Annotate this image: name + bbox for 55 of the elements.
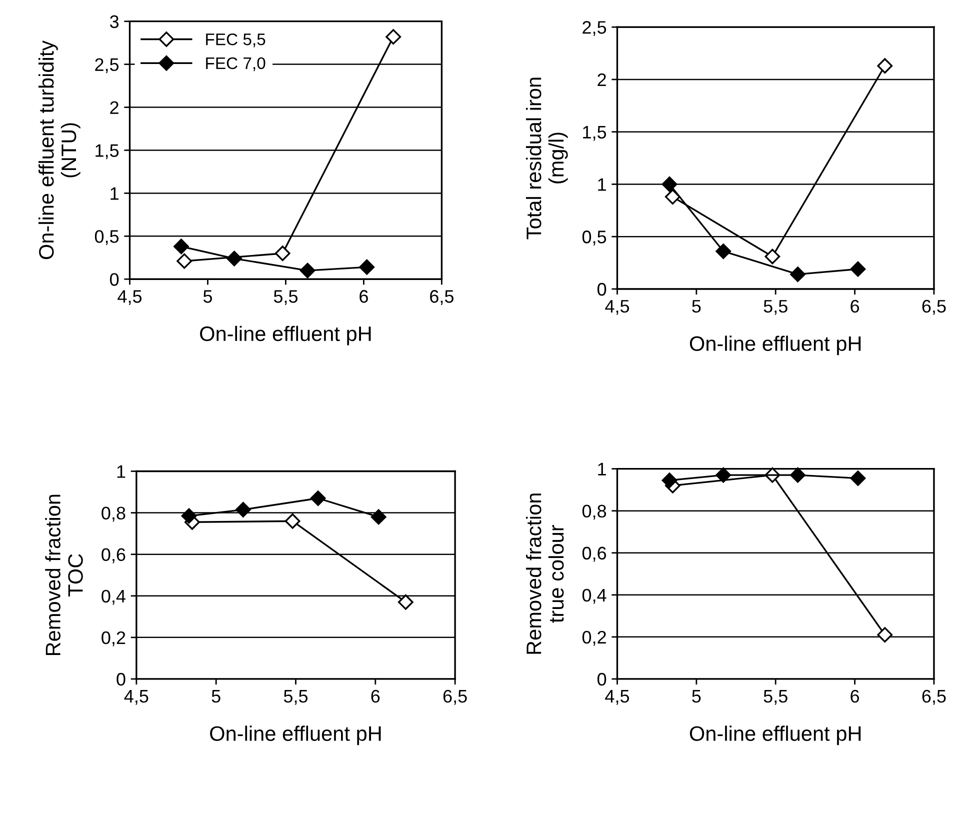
y-tick-label: 0,2	[582, 630, 606, 646]
x-tick-label: 6	[371, 690, 380, 703]
y-tick-label: 0,5	[94, 230, 119, 246]
y-tick-label: 1	[598, 462, 606, 476]
y-axis-title: Removed fraction TOC	[45, 494, 83, 656]
x-tick-label: 5	[692, 300, 701, 313]
y-tick-label: 0,8	[582, 504, 606, 520]
x-tick-label: 5,5	[284, 690, 308, 705]
y-tick-label: 3	[110, 15, 119, 28]
x-tick-label: 4,5	[118, 290, 142, 305]
y-tick-label: 0,6	[582, 546, 606, 562]
x-tick-label: 4,5	[605, 690, 630, 705]
y-tick-label: 0,5	[582, 230, 606, 246]
legend-label: FEC 5,5	[206, 33, 266, 48]
y-tick-label: 2,5	[582, 21, 606, 36]
y-tick-label: 1,5	[96, 144, 119, 160]
y-tick-label: 1,5	[583, 126, 606, 141]
y-axis-title: Removed fraction true colour	[526, 494, 564, 654]
y-tick-label: 0,4	[582, 588, 606, 604]
x-axis-title: On-line effluent pH	[690, 336, 861, 356]
y-tick-label: 0	[110, 273, 119, 286]
x-tick-label: 5	[692, 690, 701, 703]
y-tick-label: 2	[598, 73, 606, 86]
y-tick-label: 0,6	[102, 548, 126, 564]
y-tick-label: 2	[110, 101, 118, 114]
x-tick-label: 5,5	[764, 300, 788, 315]
y-tick-label: 0,8	[102, 506, 126, 522]
y-tick-label: 0	[116, 672, 126, 686]
y-tick-label: 2,5	[95, 58, 119, 74]
x-tick-label: 6	[850, 300, 860, 313]
x-tick-label: 6	[850, 690, 860, 703]
y-tick-label: 0,2	[102, 631, 126, 646]
y-tick-label: 1	[117, 465, 126, 478]
y-tick-label: 0,4	[102, 590, 126, 605]
x-tick-label: 6,5	[430, 290, 454, 305]
y-tick-label: 0	[597, 672, 606, 686]
x-tick-label: 6,5	[922, 300, 946, 315]
y-axis-title: On-line effluent turbidity (NTU)	[38, 40, 80, 260]
x-tick-label: 5,5	[274, 290, 298, 305]
x-axis-title: On-line effluent pH	[210, 726, 381, 746]
x-axis-title: On-line effluent pH	[690, 726, 861, 746]
y-axis-title: Total residual iron (mg/l)	[526, 78, 568, 240]
legend-label: FEC 7,0	[206, 57, 266, 72]
x-tick-label: 6	[360, 290, 368, 303]
x-axis-title: On-line effluent pH	[200, 326, 371, 346]
x-tick-label: 4,5	[605, 300, 630, 315]
x-tick-label: 5	[203, 290, 212, 303]
x-tick-label: 5	[212, 690, 220, 703]
x-tick-label: 6,5	[443, 690, 467, 705]
x-tick-label: 5,5	[764, 690, 788, 705]
x-tick-label: 6,5	[922, 690, 946, 705]
y-tick-label: 1	[110, 187, 118, 200]
x-tick-label: 4,5	[124, 690, 148, 705]
y-tick-label: 0	[597, 282, 606, 296]
y-tick-label: 1	[598, 178, 606, 191]
